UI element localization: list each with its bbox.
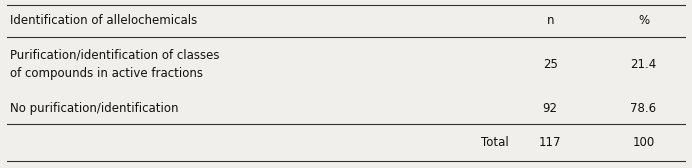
- Text: Total: Total: [481, 136, 509, 149]
- Text: 100: 100: [632, 136, 655, 149]
- Text: %: %: [638, 14, 649, 28]
- Text: 25: 25: [543, 58, 558, 71]
- Text: 21.4: 21.4: [630, 58, 657, 71]
- Text: n: n: [547, 14, 554, 28]
- Text: 92: 92: [543, 102, 558, 115]
- Text: 117: 117: [539, 136, 561, 149]
- Text: 78.6: 78.6: [630, 102, 657, 115]
- Text: Identification of allelochemicals: Identification of allelochemicals: [10, 14, 198, 28]
- Text: Purification/identification of classes
of compounds in active fractions: Purification/identification of classes o…: [10, 49, 220, 80]
- Text: No purification/identification: No purification/identification: [10, 102, 179, 115]
